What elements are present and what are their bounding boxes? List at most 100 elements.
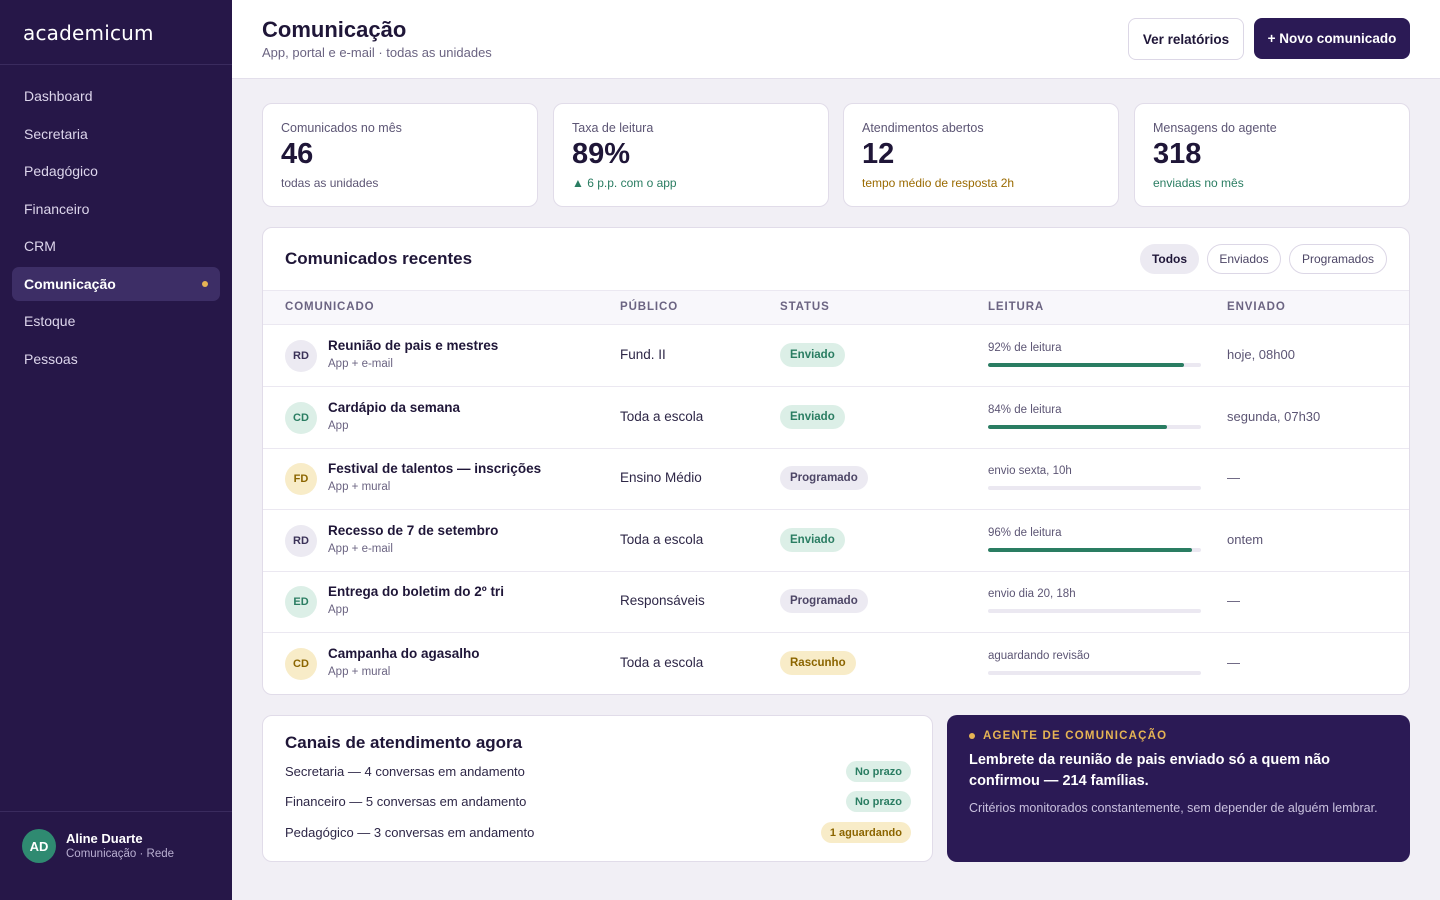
channel-item[interactable]: Secretaria — 4 conversas em andamento No…	[285, 761, 911, 783]
stat-card-read-rate: Taxa de leitura 89% ▲ 6 p.p. com o app	[553, 103, 829, 207]
agent-card[interactable]: AGENTE DE COMUNICAÇÃO Lembrete da reuniã…	[947, 715, 1410, 862]
sidebar-item-crm[interactable]: CRM	[12, 229, 220, 263]
status-badge: Enviado	[780, 528, 845, 552]
announcement-title[interactable]: Festival de talentos — inscrições	[328, 461, 542, 476]
announcement-channel: App + e-mail	[328, 358, 393, 370]
column-header-audience[interactable]: PÚBLICO	[620, 301, 679, 313]
sidebar-item-label: Financeiro	[24, 200, 90, 217]
announcement-title[interactable]: Reunião de pais e mestres	[328, 338, 499, 353]
notification-dot	[202, 280, 208, 287]
filter-scheduled[interactable]: Programados	[1289, 244, 1387, 274]
announcement-channel: App + mural	[328, 481, 391, 493]
sent-time: segunda, 07h30	[1227, 409, 1321, 424]
table-header: COMUNICADO PÚBLICO STATUS LEITURA ENVIAD…	[263, 290, 1409, 325]
announcement-channel: App + e-mail	[328, 543, 393, 555]
channel-item[interactable]: Financeiro — 5 conversas em andamento No…	[285, 791, 911, 813]
sent-time: hoje, 08h00	[1227, 347, 1295, 362]
audience: Toda a escola	[620, 655, 704, 670]
channel-item[interactable]: Pedagógico — 3 conversas em andamento 1 …	[285, 822, 911, 844]
filter-all[interactable]: Todos	[1140, 244, 1199, 274]
reading-progress-fill	[988, 363, 1184, 367]
sidebar-item-pessoas[interactable]: Pessoas	[12, 342, 220, 376]
announcement-title[interactable]: Recesso de 7 de setembro	[328, 523, 499, 538]
table-row[interactable]: RD Reunião de pais e mestres App + e-mai…	[263, 325, 1409, 387]
sidebar-item-estoque[interactable]: Estoque	[12, 304, 220, 338]
reading-text: envio dia 20, 18h	[988, 588, 1076, 600]
table-row[interactable]: CD Campanha do agasalho App + mural Toda…	[263, 633, 1409, 694]
sidebar-item-pedagogico[interactable]: Pedagógico	[12, 154, 220, 188]
sidebar-item-label: Pedagógico	[24, 163, 98, 179]
page-header: Comunicação App, portal e e-mail · todas…	[232, 0, 1440, 79]
stat-card-announcements: Comunicados no mês 46 todas as unidades	[262, 103, 538, 207]
table-row[interactable]: FD Festival de talentos — inscrições App…	[263, 448, 1409, 510]
sidebar-item-dashboard[interactable]: Dashboard	[12, 79, 220, 113]
stat-value: 12	[862, 138, 895, 170]
stat-note: enviadas no mês	[1153, 176, 1244, 190]
stat-label: Atendimentos abertos	[862, 121, 984, 135]
sidebar-item-comunicacao[interactable]: Comunicação	[12, 266, 220, 301]
sidebar-item-label: Dashboard	[24, 88, 93, 104]
agent-tag-label: AGENTE DE COMUNICAÇÃO	[983, 730, 1168, 742]
reading-progress-bar	[988, 671, 1201, 675]
sidebar-item-financeiro[interactable]: Financeiro	[12, 192, 220, 226]
reading-text: 92% de leitura	[988, 342, 1062, 354]
sidebar: academicum Dashboard Secretaria Pedagógi…	[0, 0, 232, 900]
table-row[interactable]: RD Recesso de 7 de setembro App + e-mail…	[263, 510, 1409, 572]
card-title: Comunicados recentes	[285, 249, 473, 268]
sent-time: —	[1227, 470, 1240, 485]
agent-message: Lembrete da reunião de pais enviado só a…	[969, 752, 1330, 789]
avatar: CD	[285, 648, 317, 680]
announcement-title[interactable]: Entrega do boletim do 2º tri	[328, 584, 504, 599]
announcement-channel: App	[328, 604, 349, 616]
status-dot-icon	[969, 733, 975, 739]
avatar: RD	[285, 525, 317, 557]
avatar: FD	[285, 463, 317, 495]
sidebar-item-label: CRM	[24, 238, 56, 254]
column-header-status[interactable]: STATUS	[780, 301, 830, 313]
reading-text: 96% de leitura	[988, 527, 1062, 539]
stat-label: Comunicados no mês	[281, 121, 402, 135]
sent-time: —	[1227, 593, 1240, 608]
sent-time: —	[1227, 655, 1240, 670]
channel-label: Secretaria — 4 conversas em andamento	[285, 764, 525, 779]
channel-label: Financeiro — 5 conversas em andamento	[285, 794, 527, 809]
channel-label: Pedagógico — 3 conversas em andamento	[285, 825, 535, 840]
table-row[interactable]: ED Entrega do boletim do 2º tri App Resp…	[263, 571, 1409, 633]
status-badge: Programado	[780, 466, 868, 490]
brand-logo[interactable]: academicum	[0, 0, 232, 65]
avatar: ED	[285, 586, 317, 618]
table-row[interactable]: CD Cardápio da semana App Toda a escola …	[263, 387, 1409, 449]
status-badge: Enviado	[780, 343, 845, 367]
audience: Fund. II	[620, 347, 666, 362]
agent-description: Critérios monitorados constantemente, se…	[969, 801, 1378, 815]
stat-label: Mensagens do agente	[1153, 121, 1277, 135]
agent-tag: AGENTE DE COMUNICAÇÃO	[969, 730, 1388, 742]
stat-note: ▲ 6 p.p. com o app	[572, 176, 677, 190]
filter-sent[interactable]: Enviados	[1207, 244, 1281, 274]
sent-time: ontem	[1227, 532, 1264, 547]
new-announcement-button[interactable]: + Novo comunicado	[1254, 18, 1410, 59]
reading-text: envio sexta, 10h	[988, 465, 1072, 477]
page-subtitle: App, portal e e-mail · todas as unidades	[262, 45, 492, 60]
reading-progress-bar	[988, 548, 1201, 552]
column-header-reading[interactable]: LEITURA	[988, 301, 1045, 313]
announcement-title[interactable]: Campanha do agasalho	[328, 646, 480, 661]
column-header-sent[interactable]: ENVIADO	[1227, 301, 1286, 313]
reading-text: 84% de leitura	[988, 404, 1062, 416]
sidebar-item-secretaria[interactable]: Secretaria	[12, 117, 220, 151]
card-title: Canais de atendimento agora	[285, 733, 523, 752]
stat-label: Taxa de leitura	[572, 121, 654, 135]
sidebar-item-label: Pessoas	[24, 350, 78, 367]
user-name: Aline Duarte	[66, 831, 143, 846]
view-reports-button[interactable]: Ver relatórios	[1128, 18, 1244, 60]
sidebar-item-label: Secretaria	[24, 125, 88, 142]
audience: Toda a escola	[620, 409, 704, 424]
stat-value: 89%	[572, 138, 631, 170]
audience: Responsáveis	[620, 593, 705, 608]
avatar: AD	[22, 829, 56, 863]
user-profile[interactable]: AD Aline Duarte Comunicação · Rede	[0, 811, 232, 900]
column-header-announcement[interactable]: COMUNICADO	[285, 301, 375, 313]
audience: Toda a escola	[620, 532, 704, 547]
announcement-title[interactable]: Cardápio da semana	[328, 400, 461, 415]
sidebar-item-label: Estoque	[24, 313, 76, 329]
